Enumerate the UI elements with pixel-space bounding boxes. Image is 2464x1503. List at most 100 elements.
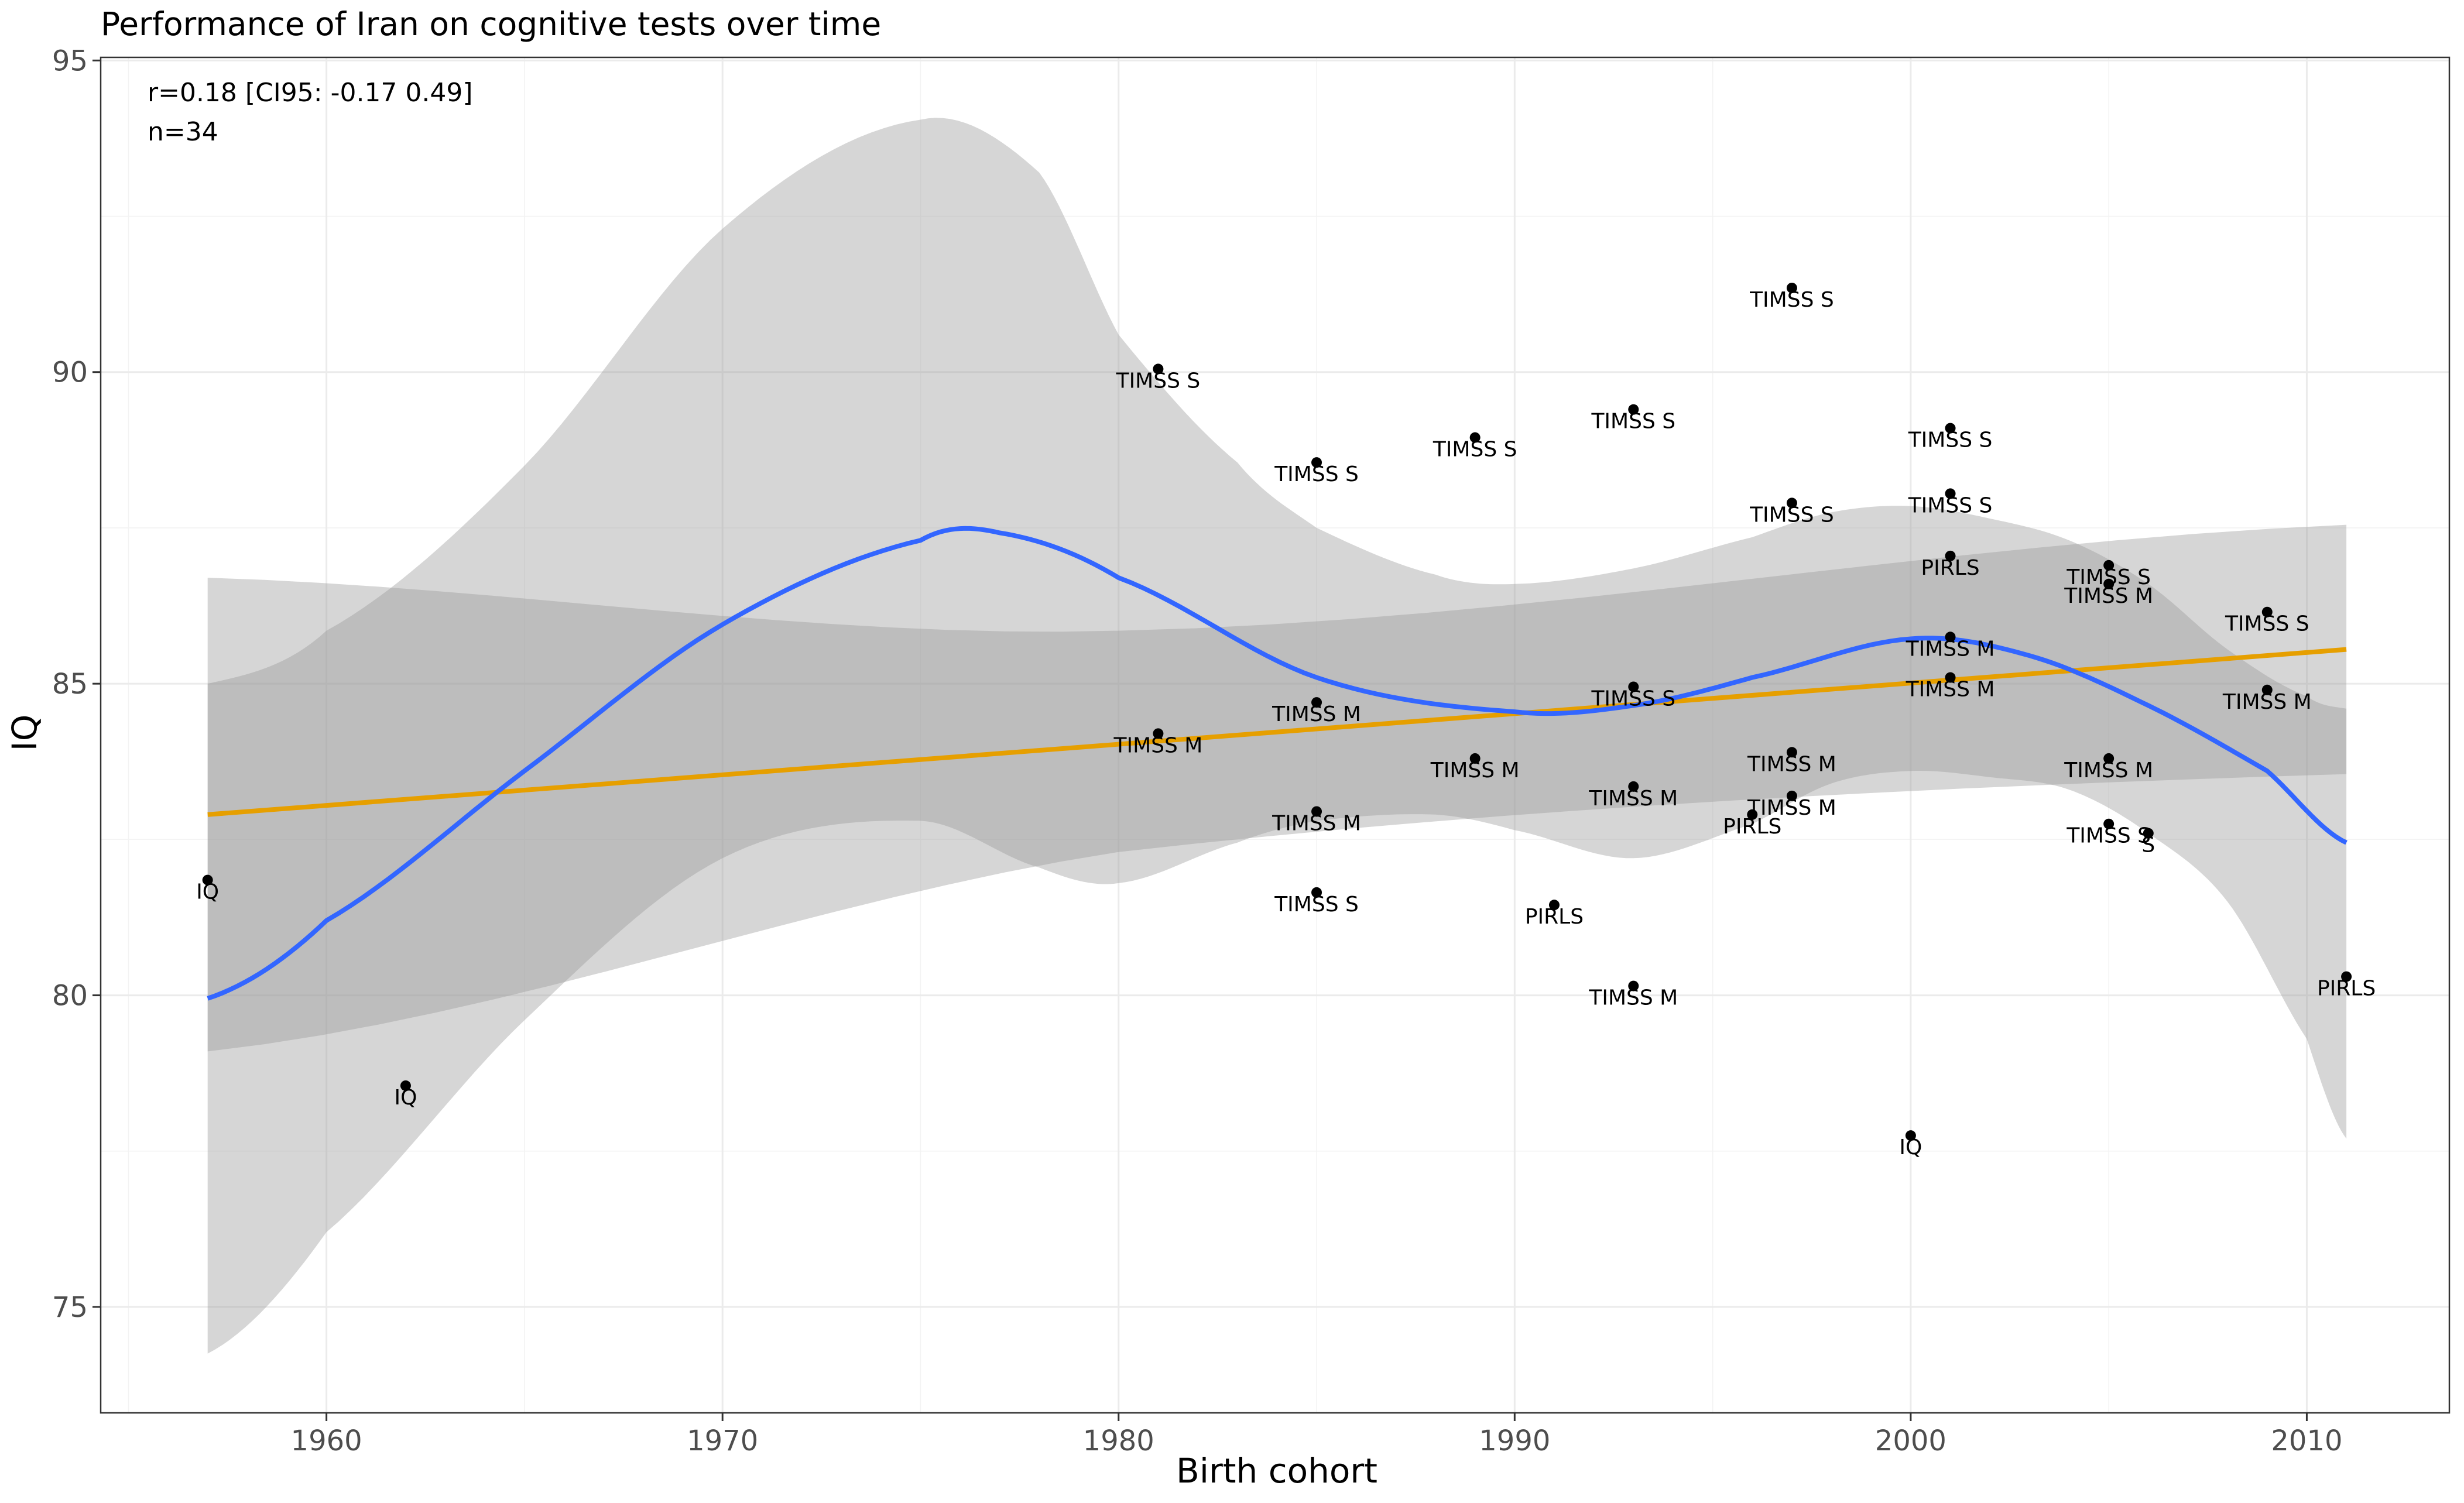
point-label: TIMSS M [1588, 986, 1678, 1010]
data-point [1628, 404, 1639, 415]
data-point [1747, 809, 1758, 820]
data-point [1945, 550, 1956, 561]
y-tick-label: 90 [52, 356, 88, 389]
data-point [1628, 681, 1639, 692]
data-point [2103, 818, 2115, 829]
point-label: IQ [1899, 1135, 1922, 1159]
point-label: IQ [394, 1086, 417, 1110]
chart-title: Performance of Iran on cognitive tests o… [101, 5, 881, 43]
point-label: TIMSS S [1908, 428, 1993, 452]
data-point [1628, 980, 1639, 991]
data-point [2261, 684, 2273, 695]
point-label: TIMSS M [1430, 759, 1520, 783]
point-label: TIMSS M [2222, 690, 2312, 714]
data-point [1469, 432, 1481, 443]
x-tick-label: 1970 [687, 1425, 758, 1457]
point-label: TIMSS M [1906, 678, 1995, 702]
point-label: TIMSS M [2064, 759, 2153, 783]
x-tick-label: 1980 [1083, 1425, 1154, 1457]
data-point [2341, 971, 2352, 982]
point-label: TIMSS M [1906, 637, 1995, 661]
point-label: TIMSS S [1591, 410, 1675, 434]
linear-fit-line [207, 647, 2347, 817]
point-label: TIMSS S [1116, 369, 1201, 393]
loess-confidence-band [207, 118, 2347, 1354]
y-axis: 75 80 85 90 95 [52, 44, 101, 1324]
point-label: PIRLS [1723, 815, 1781, 839]
x-tick-label: 1990 [1479, 1425, 1550, 1457]
point-label: TIMSS S [2225, 612, 2309, 636]
data-point [1153, 728, 1164, 739]
confidence-ribbons [207, 118, 2347, 1354]
point-label: TIMSS M [1272, 811, 1361, 835]
y-tick-label: 95 [52, 44, 88, 77]
annotation-sample-size: n=34 [148, 117, 218, 147]
data-point [1786, 747, 1797, 758]
point-label: PIRLS [2317, 977, 2376, 1001]
major-gridlines [101, 57, 2449, 1413]
panel-border [100, 56, 2451, 1414]
data-point [1786, 790, 1797, 801]
point-label: TIMSS S [2066, 824, 2151, 848]
point-label: TIMSS S [1908, 493, 1993, 517]
data-point [1548, 900, 1560, 911]
x-axis: 1960 1970 1980 1990 2000 2010 [291, 1413, 2343, 1457]
point-label: IQ [196, 880, 219, 904]
y-tick-label: 80 [52, 980, 88, 1013]
linear-confidence-band [207, 524, 2347, 1052]
correlation-annotation: r=0.18 [CI95: -0.17 0.49] n=34 [148, 78, 473, 147]
point-label: TIMSS S [1749, 288, 1834, 312]
data-point [2261, 606, 2273, 617]
point-label: TIMSS S [2066, 565, 2151, 589]
data-point [1786, 282, 1797, 293]
data-point [1786, 497, 1797, 509]
data-point [2103, 578, 2115, 589]
loess-fit-line [207, 526, 2348, 1001]
data-point [2103, 753, 2115, 764]
point-label: TIMSS M [1747, 796, 1836, 820]
point-label: TIMSS S [1274, 462, 1359, 486]
data-point [1945, 632, 1956, 643]
data-point [1628, 781, 1639, 792]
data-point [1905, 1130, 1916, 1141]
point-label: TIMSS M [1588, 787, 1678, 811]
fit-lines [207, 526, 2348, 1001]
point-label: PIRLS [1921, 556, 1979, 580]
data-point [1153, 363, 1164, 375]
y-tick-label: 85 [52, 668, 88, 701]
point-label: TIMSS M [1747, 752, 1836, 776]
data-point [1945, 423, 1956, 434]
annotation-correlation: r=0.18 [CI95: -0.17 0.49] [148, 78, 473, 108]
point-label: PIRLS [1525, 905, 1584, 929]
x-axis-title: Birth cohort [1176, 1451, 1377, 1491]
data-point [400, 1080, 411, 1091]
data-point [1311, 806, 1322, 817]
point-label: TIMSS M [1113, 733, 1202, 757]
point-label: S [2141, 833, 2155, 857]
x-tick-label: 2000 [1875, 1425, 1946, 1457]
x-tick-label: 1960 [291, 1425, 362, 1457]
point-label: TIMSS S [1591, 687, 1675, 711]
point-label: TIMSS S [1274, 893, 1359, 917]
data-point [202, 874, 213, 886]
data-points [202, 282, 2352, 1141]
data-point [1311, 697, 1322, 708]
y-axis-title: IQ [5, 715, 44, 752]
point-label: TIMSS S [1749, 503, 1834, 527]
data-point [2103, 560, 2115, 571]
data-point [1469, 753, 1481, 764]
data-point [1945, 488, 1956, 499]
point-label: TIMSS M [2064, 584, 2153, 608]
data-point [1311, 887, 1322, 898]
x-tick-label: 2010 [2271, 1425, 2342, 1457]
y-tick-label: 75 [52, 1291, 88, 1324]
panel-background [101, 57, 2449, 1413]
point-label: TIMSS S [1433, 438, 1517, 462]
data-point [1311, 457, 1322, 468]
minor-gridlines [101, 57, 2449, 1413]
point-label: TIMSS M [1272, 702, 1361, 726]
data-point [1945, 672, 1956, 683]
